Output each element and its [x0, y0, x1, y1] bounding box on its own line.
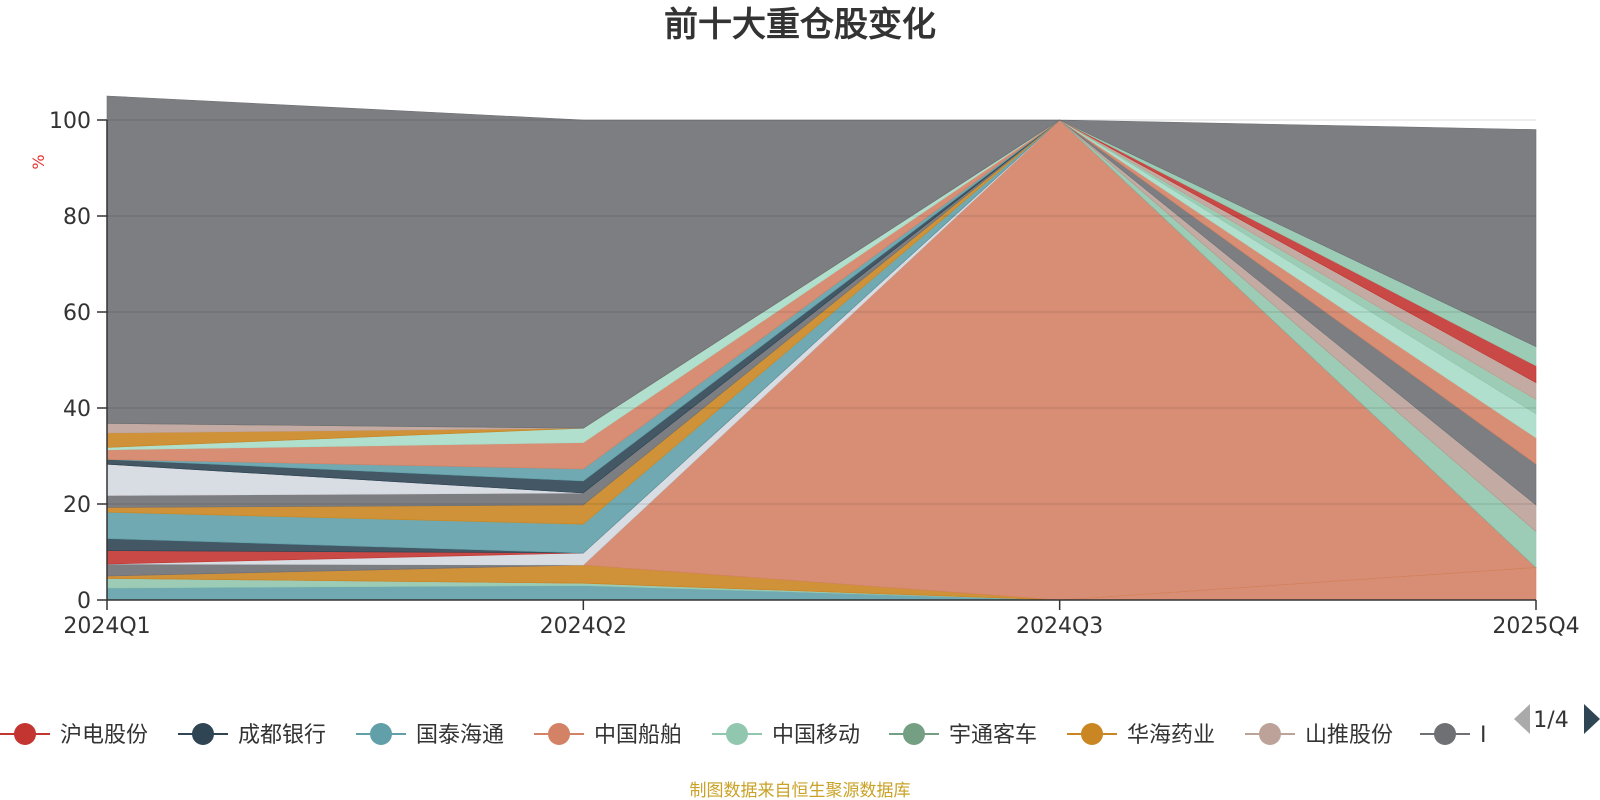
- chevron-right-icon[interactable]: [1584, 704, 1600, 734]
- x-tick-label: 2024Q1: [63, 614, 150, 639]
- legend-label: 山推股份: [1305, 723, 1393, 748]
- legend-item[interactable]: 宇通客车: [889, 723, 1037, 748]
- legend-page-indicator: 1/4: [1533, 708, 1568, 733]
- legend-marker: [903, 723, 925, 745]
- legend-marker: [1434, 723, 1456, 745]
- y-tick-label: 40: [63, 397, 91, 422]
- legend-marker: [370, 723, 392, 745]
- legend-item[interactable]: 中国移动: [712, 723, 860, 748]
- legend-prev-page-button[interactable]: [1514, 704, 1530, 734]
- legend-marker: [14, 723, 36, 745]
- legend-label: 中国船舶: [594, 723, 682, 748]
- y-tick-label: 20: [63, 493, 91, 518]
- legend-label: 华海药业: [1127, 723, 1215, 748]
- y-tick-label: 100: [49, 109, 91, 134]
- y-tick-label: 60: [63, 301, 91, 326]
- source-note: 制图数据来自恒生聚源数据库: [690, 781, 911, 800]
- x-tick-label: 2025Q4: [1492, 614, 1579, 639]
- legend-next-page-button[interactable]: [1584, 704, 1600, 734]
- y-axis-unit-label: %: [29, 154, 48, 169]
- x-tick-label: 2024Q2: [540, 614, 627, 639]
- legend-marker: [1259, 723, 1281, 745]
- chart-title: 前十大重仓股变化: [664, 5, 936, 45]
- chevron-left-icon[interactable]: [1514, 704, 1530, 734]
- legend-label: 宇通客车: [949, 723, 1037, 748]
- legend-item[interactable]: 沪电股份: [0, 723, 148, 748]
- legend-label: 成都银行: [238, 723, 326, 748]
- legend-item[interactable]: 山推股份: [1245, 723, 1393, 748]
- legend-item[interactable]: I: [1420, 723, 1487, 748]
- legend-item[interactable]: 国泰海通: [356, 723, 504, 748]
- plot-area: [106, 95, 1537, 601]
- legend-marker: [548, 723, 570, 745]
- legend-item[interactable]: 华海药业: [1067, 723, 1215, 748]
- area-series-26: [106, 95, 1537, 429]
- legend-label: 中国移动: [772, 723, 860, 748]
- legend-marker: [1081, 723, 1103, 745]
- axes: 0 20 40 60 80 100 2024Q1 2024Q2 2024Q3 2025Q4: [49, 109, 1580, 639]
- legend[interactable]: 沪电股份 成都银行 国泰海通 中国船舶 中国移动 宇通客车 华海药业 山推股份 I: [0, 723, 1487, 748]
- legend-label: I: [1480, 723, 1487, 748]
- y-tick-label: 0: [77, 589, 91, 614]
- legend-label: 国泰海通: [416, 723, 504, 748]
- legend-item[interactable]: 成都银行: [178, 723, 326, 748]
- x-tick-label: 2024Q3: [1016, 614, 1103, 639]
- legend-item[interactable]: 中国船舶: [534, 723, 682, 748]
- legend-label: 沪电股份: [60, 723, 148, 748]
- legend-marker: [726, 723, 748, 745]
- legend-marker: [192, 723, 214, 745]
- y-tick-label: 80: [63, 205, 91, 230]
